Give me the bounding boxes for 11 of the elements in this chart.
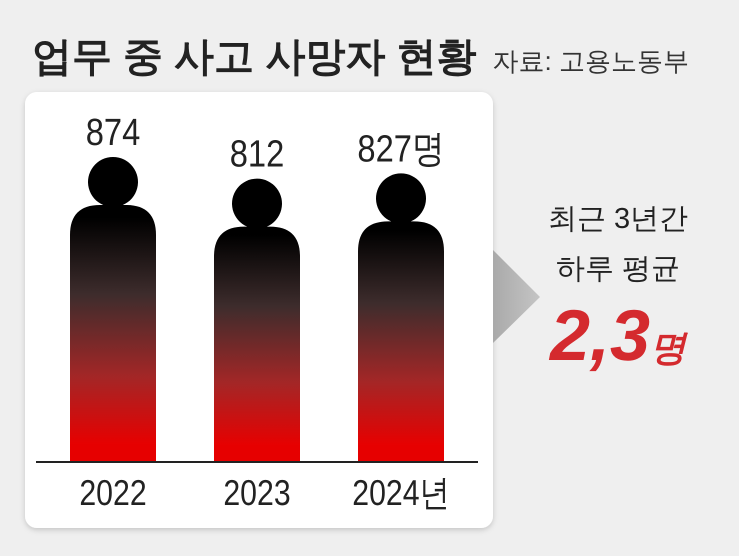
data-label: 874 xyxy=(86,112,150,154)
chart-title: 업무 중 사고 사망자 현황 xyxy=(32,35,476,79)
text: 2,3명 xyxy=(548,296,688,376)
text: 자료: 고용노동부 xyxy=(492,46,689,76)
text: 하루 평균 xyxy=(556,253,680,285)
data-label: 812 xyxy=(230,134,294,176)
text: 최근 3년간 xyxy=(548,203,688,235)
x-tick-label: 2022 xyxy=(79,472,160,513)
x-tick-label: 2023 xyxy=(223,472,304,513)
data-label: 827명 xyxy=(357,128,459,170)
x-tick-label: 2024년 xyxy=(352,472,468,513)
